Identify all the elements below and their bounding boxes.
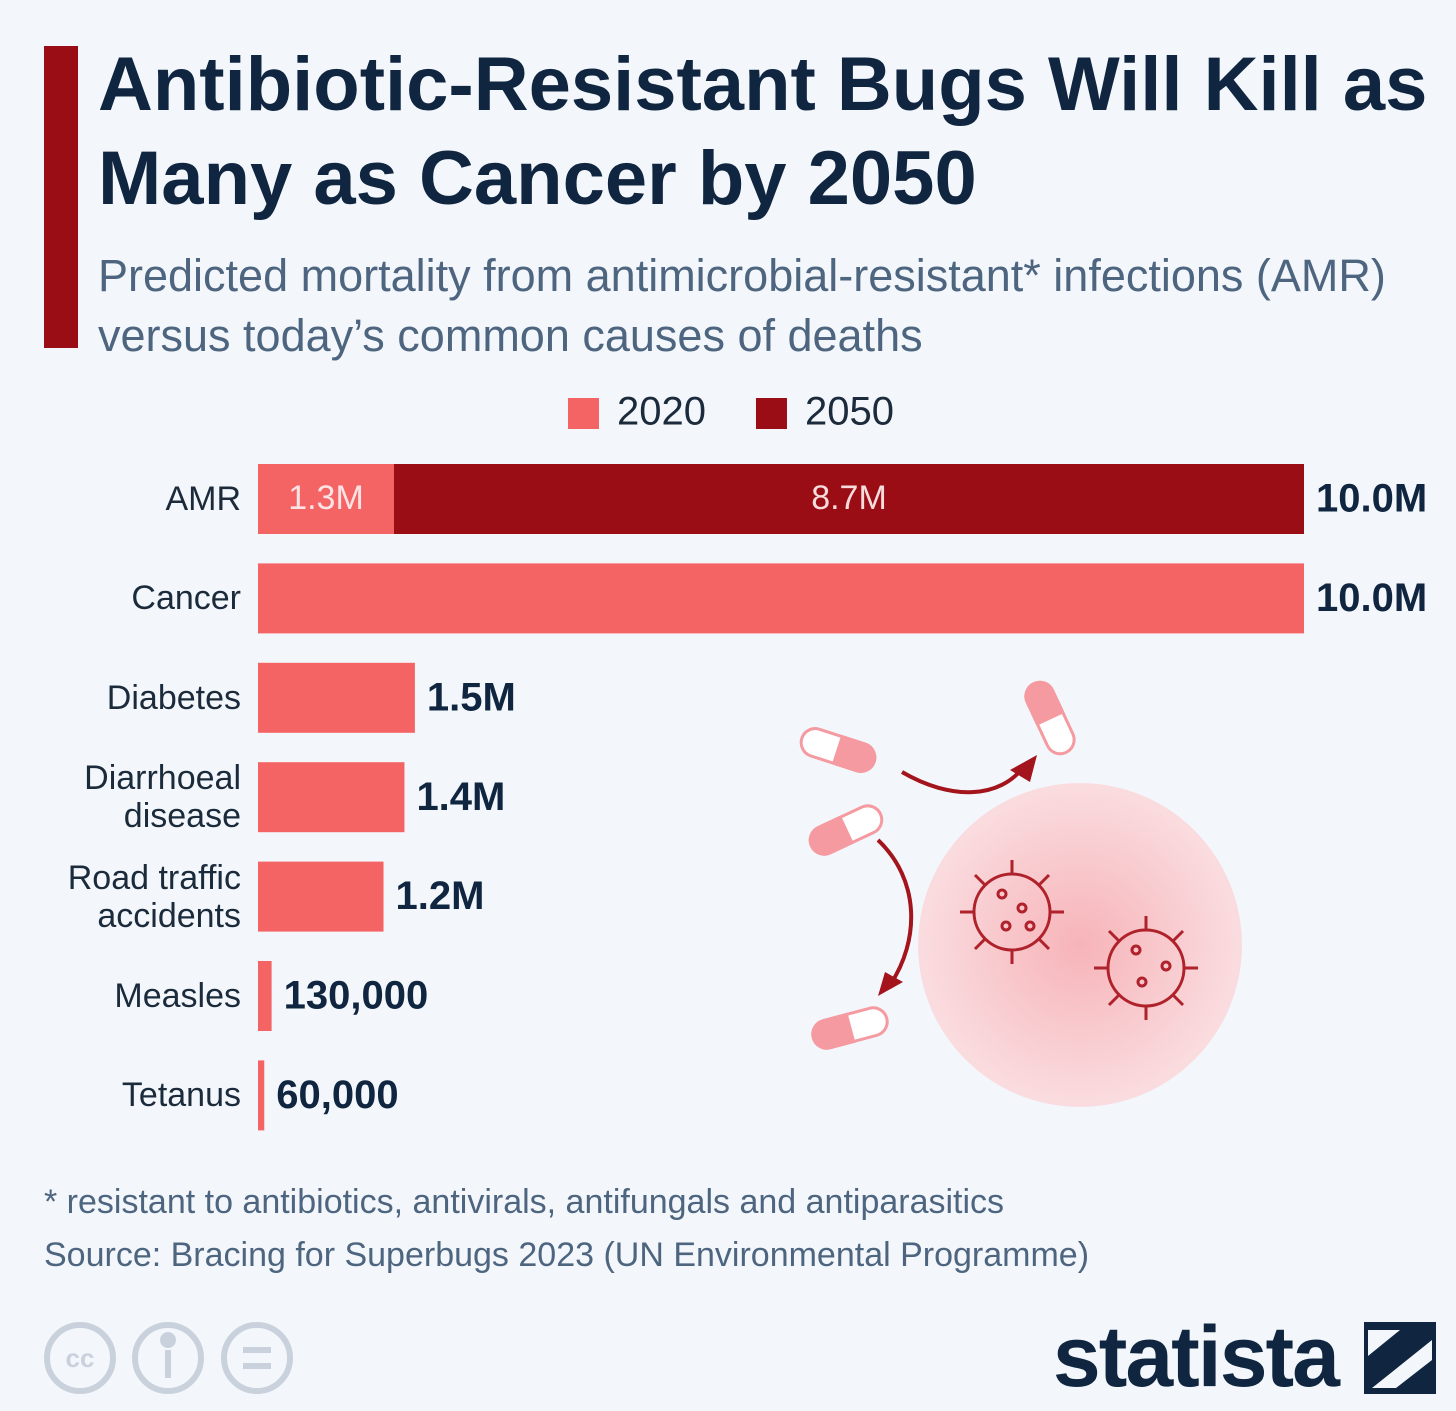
- total-label: 130,000: [284, 974, 429, 1018]
- svg-text:cc: cc: [66, 1343, 95, 1373]
- logo-mark: [1364, 1322, 1436, 1394]
- legend-swatch: [568, 398, 599, 429]
- legend-label: 2020: [617, 390, 706, 434]
- bar-segment: [258, 563, 1304, 634]
- category-label: Cancer: [131, 579, 241, 618]
- category-label: AMR: [165, 480, 241, 518]
- bar-segment: [258, 961, 272, 1031]
- total-label: 1.5M: [427, 675, 516, 719]
- bar-segment: [258, 464, 394, 534]
- footnote: * resistant to antibiotics, antivirals, …: [44, 1183, 1005, 1221]
- category-label: Diabetes: [106, 678, 241, 717]
- source: Source: Bracing for Superbugs 2023 (UN E…: [44, 1236, 1090, 1274]
- bar-segment: [258, 861, 384, 932]
- legend-swatch: [755, 398, 787, 429]
- bar-segment: [258, 662, 415, 733]
- illustration: [799, 680, 1242, 1107]
- bar-segment: [258, 762, 405, 833]
- value-label: 8.7M: [811, 479, 887, 517]
- total-label: 1.4M: [416, 775, 505, 819]
- category-label: Diarrhoeal disease: [84, 759, 241, 836]
- legend-label: 2050: [805, 390, 894, 434]
- total-label: 10.0M: [1316, 576, 1427, 620]
- value-label: 1.3M: [288, 479, 364, 517]
- category-label: Tetanus: [121, 1076, 241, 1115]
- brand-logo: statista: [1052, 1309, 1340, 1405]
- footer-icons: cc: [44, 1322, 293, 1394]
- total-label: 10.0M: [1316, 477, 1427, 521]
- bar-segment: [258, 1060, 265, 1131]
- bar-segment: [393, 464, 1305, 534]
- total-label: 60,000: [276, 1073, 398, 1117]
- chart-title: Antibiotic-Resistant Bugs Will Kill as M…: [98, 42, 1428, 221]
- accent-bar: [44, 46, 78, 348]
- category-label: Measles: [114, 977, 241, 1015]
- chart-subtitle: Predicted mortality from antimicrobial-r…: [98, 250, 1386, 361]
- total-label: 1.2M: [396, 874, 485, 918]
- category-label: Road traffic accidents: [67, 858, 241, 935]
